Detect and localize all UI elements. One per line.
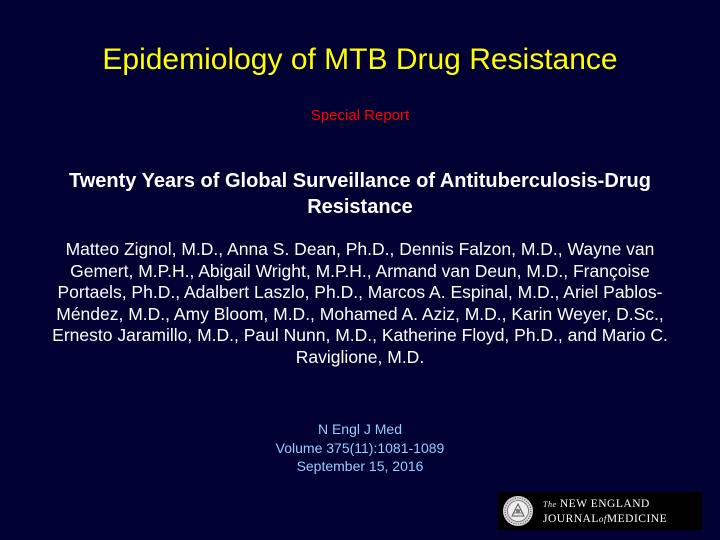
- citation-volume: Volume 375(11):1081-1089: [275, 439, 445, 456]
- citation-journal: N Engl J Med: [317, 421, 403, 437]
- nejm-seal-icon: [503, 496, 533, 526]
- journal-name: The NEW ENGLAND JOURNALofMEDICINE: [543, 497, 667, 526]
- slide-title: Epidemiology of MTB Drug Resistance: [102, 43, 618, 76]
- article-title: Twenty Years of Global Surveillance of A…: [69, 170, 651, 218]
- logo-journal: JOURNAL: [543, 512, 599, 525]
- logo-medicine: MEDICINE: [606, 512, 668, 525]
- journal-logo: The NEW ENGLAND JOURNALofMEDICINE: [498, 492, 702, 530]
- report-type-label: Special Report: [310, 107, 410, 124]
- author-list: Matteo Zignol, M.D., Anna S. Dean, Ph.D.…: [52, 239, 668, 367]
- logo-the: The: [543, 499, 557, 509]
- citation-date: September 15, 2016: [296, 458, 424, 474]
- citation: N Engl J Med Volume 375(11):1081-1089 Se…: [0, 420, 720, 476]
- logo-of: of: [598, 513, 607, 524]
- logo-new-england: NEW ENGLAND: [559, 497, 650, 510]
